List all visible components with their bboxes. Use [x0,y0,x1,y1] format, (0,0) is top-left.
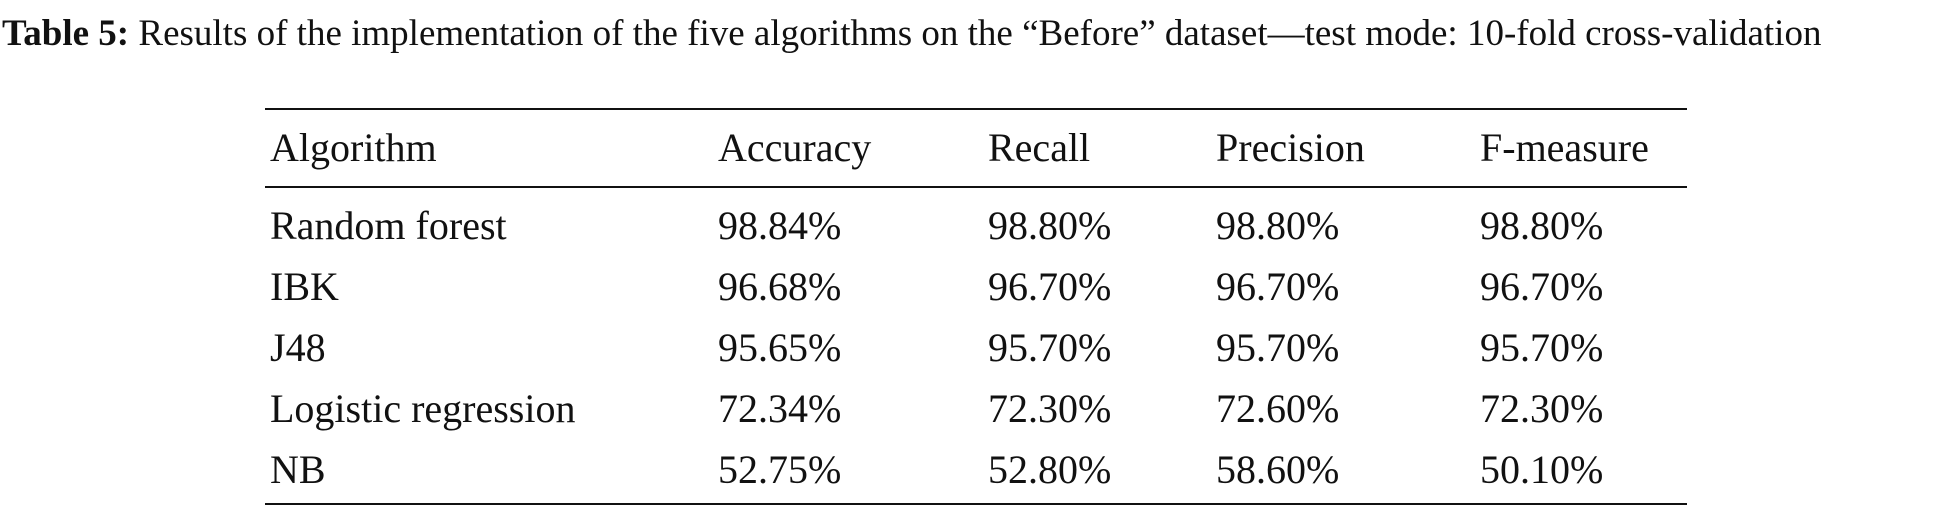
data-cell: 72.60% [1216,386,1340,431]
data-cell: 96.70% [1480,264,1604,309]
caption-text: Results of the implementation of the fiv… [138,13,1822,54]
row-label: Random forest [270,203,507,248]
data-cell: 58.60% [1216,447,1340,492]
data-cell: 95.70% [988,325,1112,370]
top-rule [265,108,1687,110]
data-cell: 95.70% [1216,325,1340,370]
data-cell: 72.34% [718,386,842,431]
data-cell: 72.30% [988,386,1112,431]
header-cell: Precision [1216,125,1365,170]
data-cell: 98.84% [718,203,842,248]
data-cell: 98.80% [1480,203,1604,248]
row-label: Logistic regression [270,386,576,431]
data-cell: 98.80% [1216,203,1340,248]
caption: Table 5: Results of the implementation o… [2,14,1952,54]
header-cell: Accuracy [718,125,872,170]
data-cell: 96.70% [1216,264,1340,309]
header-rule [265,186,1687,188]
header-cell: Recall [988,125,1091,170]
data-cell: 98.80% [988,203,1112,248]
data-cell: 96.70% [988,264,1112,309]
data-cell: 50.10% [1480,447,1604,492]
data-cell: 95.70% [1480,325,1604,370]
row-label: IBK [270,264,339,309]
row-label: J48 [270,325,326,370]
data-cell: 95.65% [718,325,842,370]
data-cell: 96.68% [718,264,842,309]
caption-label: Table 5: [2,13,130,54]
data-cell: 72.30% [1480,386,1604,431]
bottom-rule [265,503,1687,505]
data-cell: 52.75% [718,447,842,492]
row-label: NB [270,447,326,492]
header-cell: F-measure [1480,125,1649,170]
data-cell: 52.80% [988,447,1112,492]
header-cell: Algorithm [270,125,437,170]
